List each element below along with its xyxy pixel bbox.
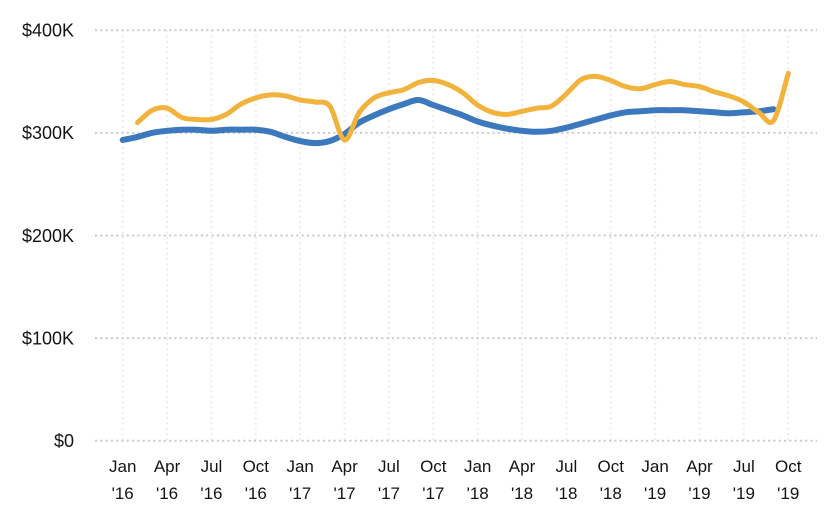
x-axis-tick-year: '17 xyxy=(378,484,400,503)
x-axis-tick-month: Jan xyxy=(641,457,668,476)
series-lines xyxy=(119,70,791,147)
x-axis-labels: Jan '16 Apr '16 Jul '16 Oct '16 Jan '17 Apr '17 Jul '… xyxy=(109,457,802,503)
y-axis-tick-label: $200K xyxy=(22,226,74,246)
x-axis-tick-month: Oct xyxy=(598,457,625,476)
y-axis-tick-label: $400K xyxy=(22,21,74,41)
x-axis-tick-month: Jul xyxy=(556,457,578,476)
y-axis-tick-label: $0 xyxy=(54,431,74,451)
x-axis-tick-month: Oct xyxy=(420,457,447,476)
y-axis-tick-label: $100K xyxy=(22,328,74,348)
x-axis-tick-month: Jul xyxy=(201,457,223,476)
x-axis-tick-year: '19 xyxy=(644,484,666,503)
x-axis-tick-year: '16 xyxy=(112,484,134,503)
blue-line[interactable] xyxy=(119,97,777,147)
x-axis-tick-year: '17 xyxy=(422,484,444,503)
x-axis-tick-month: Oct xyxy=(775,457,802,476)
x-axis-tick-year: '16 xyxy=(200,484,222,503)
x-axis-tick-month: Apr xyxy=(154,457,181,476)
x-axis-tick-year: '18 xyxy=(555,484,577,503)
y-axis-tick-label: $300K xyxy=(22,123,74,143)
x-axis-tick-year: '19 xyxy=(777,484,799,503)
x-axis-tick-year: '18 xyxy=(600,484,622,503)
x-axis-tick-month: Jan xyxy=(464,457,491,476)
horizontal-gridlines xyxy=(95,29,817,442)
x-axis-tick-month: Oct xyxy=(243,457,270,476)
x-axis-tick-year: '19 xyxy=(688,484,710,503)
x-axis-tick-year: '18 xyxy=(467,484,489,503)
x-axis-tick-year: '16 xyxy=(245,484,267,503)
y-axis-labels: $400K $300K $200K $100K $0 xyxy=(22,21,74,452)
x-axis-tick-month: Jan xyxy=(109,457,136,476)
x-axis-tick-month: Jul xyxy=(733,457,755,476)
x-axis-tick-month: Jul xyxy=(378,457,400,476)
x-axis-tick-year: '17 xyxy=(333,484,355,503)
x-axis-tick-year: '19 xyxy=(733,484,755,503)
x-axis-tick-year: '17 xyxy=(289,484,311,503)
x-axis-tick-month: Apr xyxy=(509,457,536,476)
yellow-line[interactable] xyxy=(135,70,791,143)
x-axis-tick-month: Apr xyxy=(331,457,358,476)
x-axis-tick-year: '16 xyxy=(156,484,178,503)
x-axis-tick-year: '18 xyxy=(511,484,533,503)
x-axis-tick-month: Jan xyxy=(286,457,313,476)
x-axis-tick-month: Apr xyxy=(686,457,713,476)
